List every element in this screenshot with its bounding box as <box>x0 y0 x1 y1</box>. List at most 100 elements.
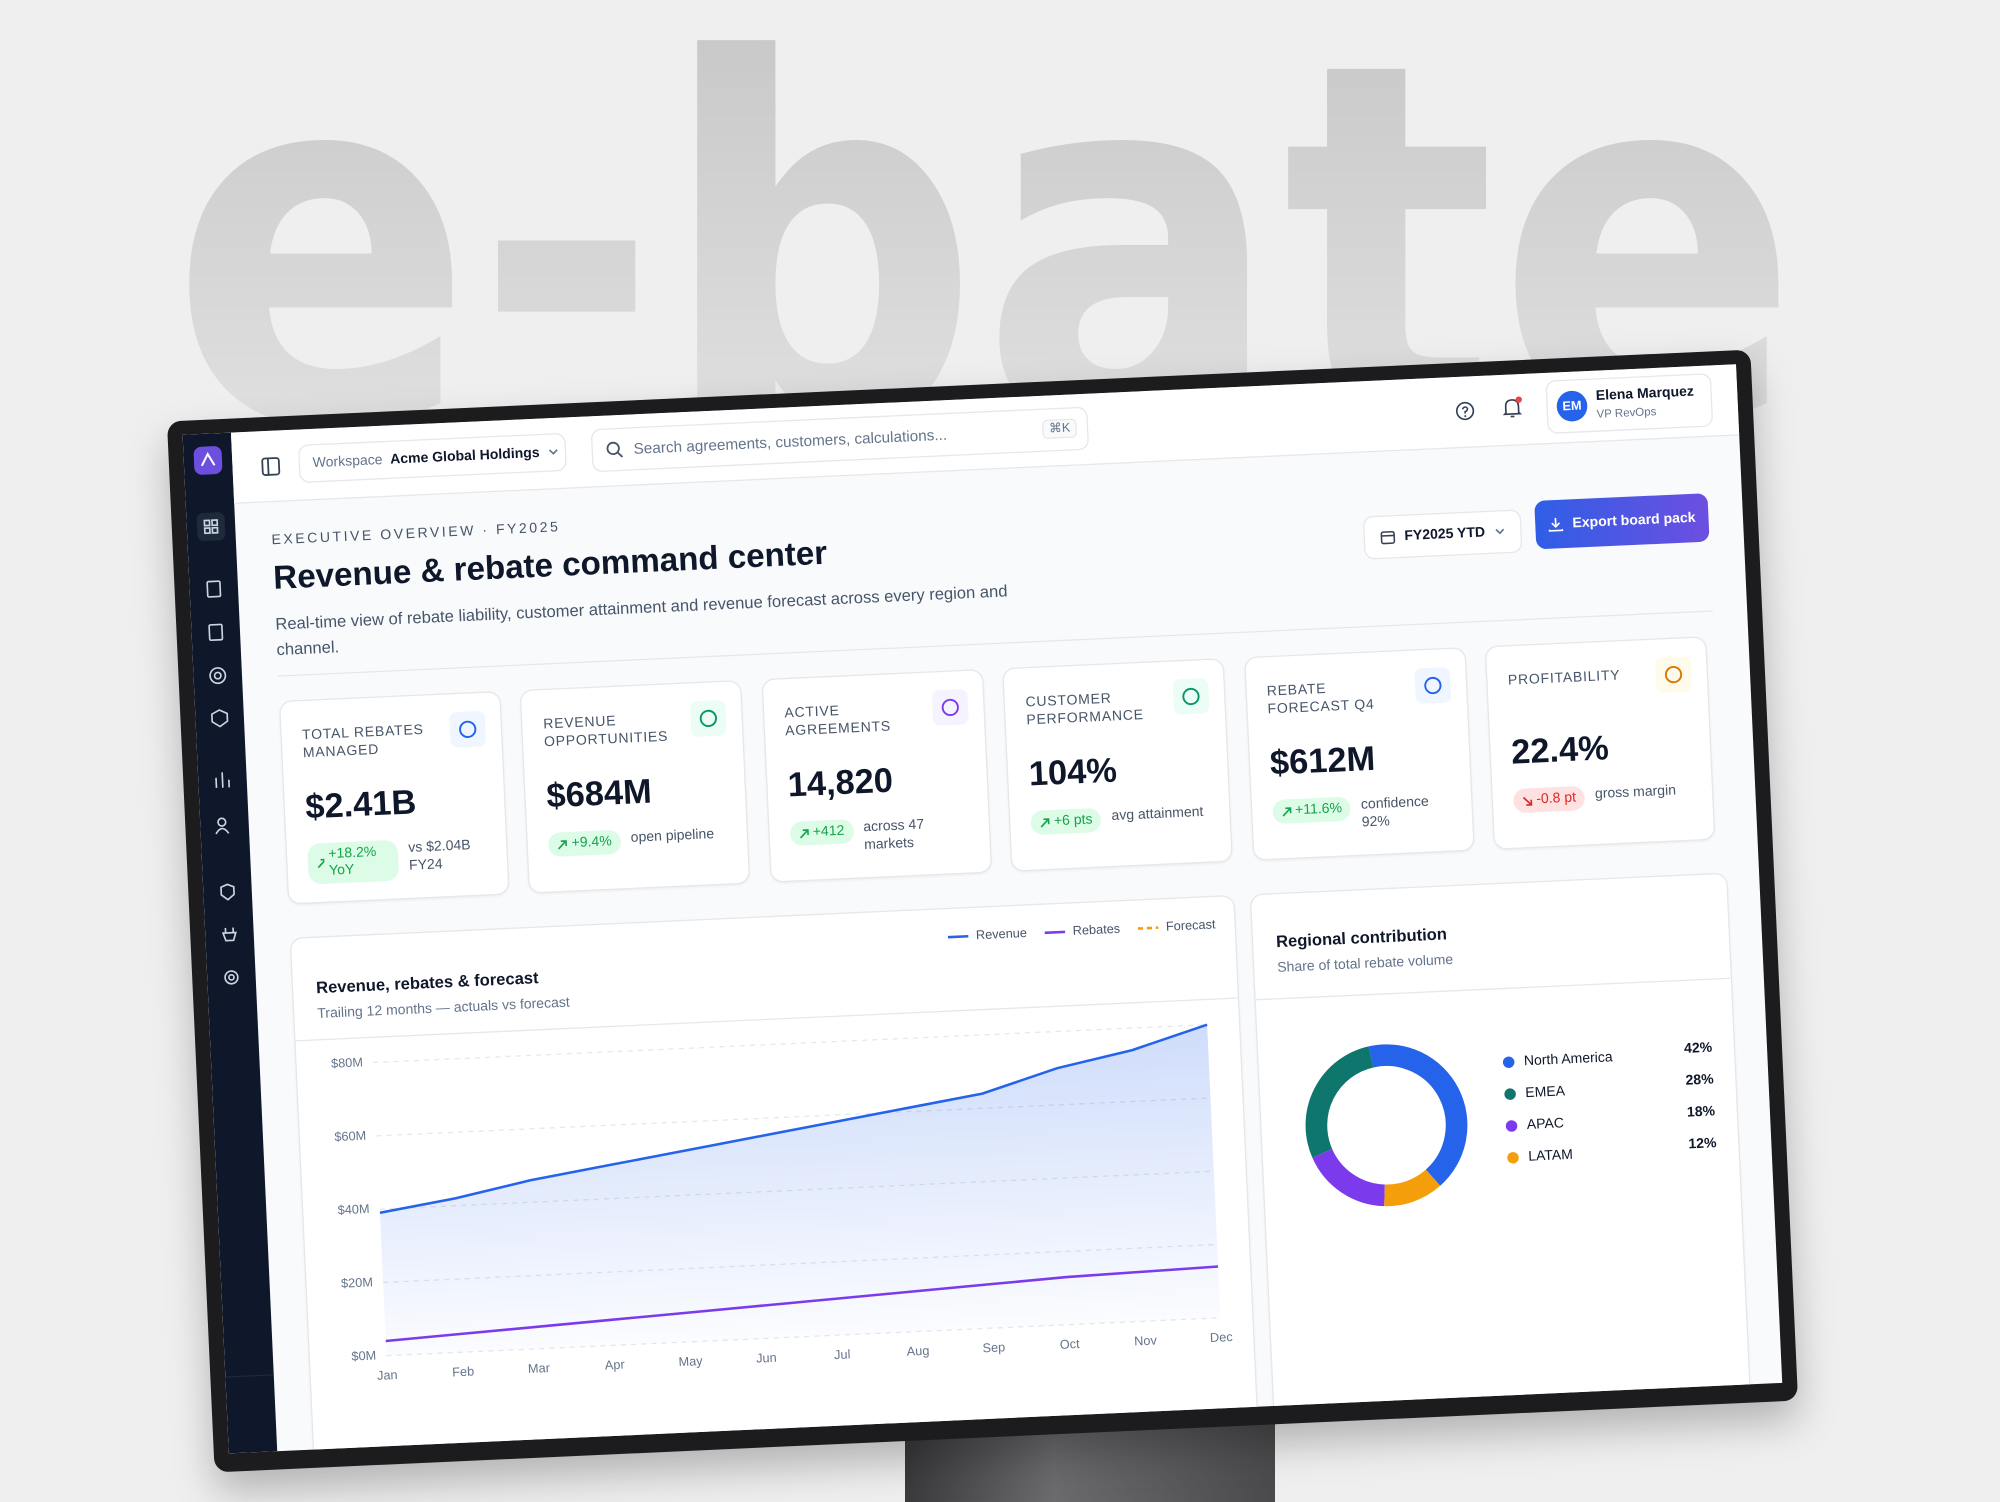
period-picker[interactable]: FY2025 YTD <box>1362 509 1523 560</box>
kpi-note: across 47 markets <box>862 817 925 853</box>
export-button[interactable]: Export board pack <box>1534 493 1710 550</box>
kpi-note: avg attainment <box>1111 804 1204 824</box>
kpi-value: 14,820 <box>786 761 894 805</box>
kpi-value: $612M <box>1269 739 1377 783</box>
legend-label: LATAM <box>1528 1146 1573 1164</box>
x-tick-label: Jul <box>834 1346 851 1362</box>
kpi-icon <box>1414 667 1451 704</box>
chart-header-divider <box>1255 977 1731 1001</box>
chart-subtitle: Share of total rebate volume <box>1277 951 1454 975</box>
kpi-delta: +6 pts <box>1053 811 1093 830</box>
trend-arrow-path <box>558 839 568 849</box>
chart-title: Revenue, rebates & forecast <box>316 968 540 997</box>
chevron <box>1495 528 1505 535</box>
donut-segment <box>1305 1046 1374 1158</box>
trend-arrow-path <box>317 858 326 869</box>
trend-arrow <box>1040 817 1050 827</box>
line <box>385 1265 1219 1343</box>
x-tick-label: Nov <box>1134 1332 1158 1348</box>
kpi-foot: +18.2% YoY vs $2.04B FY24 <box>307 836 490 885</box>
x-tick-label: Sep <box>982 1339 1005 1355</box>
kpi-foot: +412 across 47 markets <box>789 814 971 858</box>
kpi-delta-chip: +9.4% <box>548 829 622 858</box>
x-tick-label: Jan <box>377 1367 398 1383</box>
kpi-card: ACTIVE AGREEMENTS 14,820 +412 across 47 mar… <box>761 668 992 883</box>
kpi-icon-glyph <box>1664 665 1683 684</box>
x-tick-label: Mar <box>528 1360 551 1376</box>
trend-arrow <box>317 858 326 869</box>
workspace-label: Workspace <box>312 452 383 471</box>
value-label: 18% <box>1687 1102 1716 1119</box>
kpi-icon-bg <box>449 711 487 748</box>
line <box>379 1023 1208 1215</box>
legend-swatch <box>1137 926 1159 930</box>
trend-card: Revenue, rebates & forecast Trailing 12 m… <box>289 894 1259 1454</box>
workspace-switcher[interactable]: Workspace Acme Global Holdings <box>297 432 567 484</box>
user-menu[interactable]: EM Elena Marquez VP RevOps <box>1545 373 1714 435</box>
kpi-label: PROFITABILITY <box>1507 668 1621 689</box>
legend-dot <box>1505 1120 1518 1132</box>
search-box[interactable]: Search agreements, customers, calculatio… <box>590 406 1090 473</box>
kpi-note: confidence 92% <box>1360 794 1430 831</box>
grid-line <box>373 1024 1208 1064</box>
kpi-icon-glyph <box>1423 676 1441 695</box>
kpi-icon-glyph <box>459 720 477 738</box>
x-tick-label: Aug <box>906 1343 929 1359</box>
sidebar-toggle[interactable] <box>260 456 281 477</box>
kpi-foot: -0.8 pt gross margin <box>1512 781 1695 814</box>
search-icon <box>606 441 624 458</box>
kpi-foot: +11.6% confidence 92% <box>1271 792 1454 836</box>
notifications-button[interactable] <box>1499 394 1526 421</box>
legend-label: Revenue <box>976 925 1028 942</box>
chart-header-divider <box>295 997 1238 1042</box>
kpi-foot: +6 pts avg attainment <box>1030 803 1213 836</box>
kpi-card: REVENUE OPPORTUNITIES $684M +9.4% open pipe… <box>520 679 751 894</box>
workspace-name: Acme Global Holdings <box>389 445 540 468</box>
kpi-label: TOTAL REBATES MANAGED <box>301 722 424 762</box>
kpi-delta: +9.4% <box>571 833 613 851</box>
legend-label: Rebates <box>1072 921 1120 938</box>
value-label: 12% <box>1688 1134 1717 1151</box>
kpi-delta: +11.6% <box>1294 800 1343 819</box>
kpi-delta-chip: +412 <box>789 819 854 847</box>
kpi-delta-chip: +11.6% <box>1271 796 1352 825</box>
download-icon <box>1548 517 1564 532</box>
kpi-icon <box>1655 656 1692 693</box>
kpi-label: REVENUE OPPORTUNITIES <box>542 713 669 751</box>
kpi-card: PROFITABILITY 22.4% -0.8 pt gross margin <box>1484 636 1716 850</box>
kpi-value: 22.4% <box>1510 728 1610 772</box>
period-label: FY2025 YTD <box>1404 524 1486 544</box>
donut-segment <box>1368 1044 1468 1186</box>
kpi-icon-bg <box>1172 678 1210 715</box>
kpi-label: CUSTOMER PERFORMANCE <box>1025 691 1145 729</box>
kpi-value: $2.41B <box>304 782 418 826</box>
kpi-icon-bg <box>931 689 969 726</box>
grid-line <box>386 1317 1221 1357</box>
kpi-foot: +9.4% open pipeline <box>548 825 730 858</box>
legend-label: Forecast <box>1166 916 1217 933</box>
y-tick-label: $20M <box>341 1274 374 1290</box>
help-button[interactable] <box>1454 400 1475 421</box>
kpi-icon-glyph <box>1182 687 1200 706</box>
user-name: Elena Marquez <box>1595 384 1695 404</box>
kpi-delta-chip: -0.8 pt <box>1512 785 1586 814</box>
kpi-icon <box>931 689 969 726</box>
kpi-delta-chip: +18.2% YoY <box>307 839 400 885</box>
area <box>379 1024 1221 1356</box>
x-tick-label: Dec <box>1210 1329 1234 1345</box>
region-card: Regional contribution Share of total reba… <box>1249 872 1752 1432</box>
export-label: Export board pack <box>1572 510 1696 532</box>
calendar-icon <box>1380 530 1396 545</box>
app-logo[interactable] <box>193 446 223 475</box>
user-avatar: EM <box>1556 390 1588 423</box>
kpi-card: REBATE FORECAST Q4 $612M +11.6% confidence … <box>1243 647 1475 861</box>
trend-arrow-path <box>1281 806 1291 817</box>
legend-dot <box>1504 1088 1516 1100</box>
kpi-label: REBATE FORECAST Q4 <box>1266 681 1375 718</box>
x-tick-label: Oct <box>1059 1336 1080 1352</box>
legend-dot <box>1507 1152 1519 1164</box>
value-label: 42% <box>1684 1039 1713 1056</box>
trend-arrow <box>799 828 809 838</box>
legend-label: EMEA <box>1525 1082 1566 1100</box>
screen: Workspace Acme Global Holdings Search ag… <box>182 364 1783 1454</box>
